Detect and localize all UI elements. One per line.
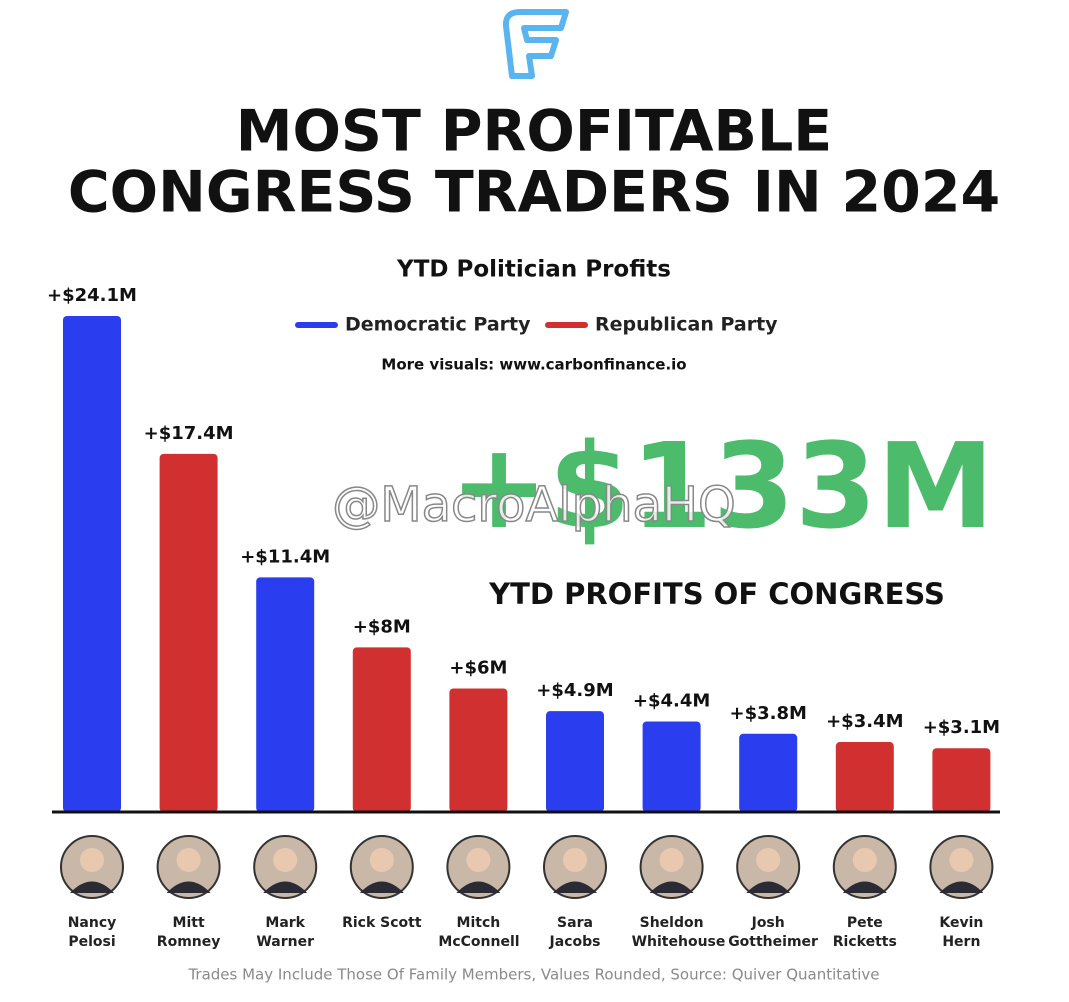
portrait-face: [852, 848, 877, 872]
x-tick-label: Nancy Pelosi: [67, 915, 117, 950]
bar: [352, 647, 411, 812]
portrait-suit: [166, 881, 211, 893]
legend-label: Republican Party: [595, 314, 778, 336]
subtitle: YTD Politician Profits: [396, 257, 671, 283]
portrait-face: [659, 848, 684, 872]
portrait-suit: [553, 881, 597, 893]
footnote: Trades May Include Those Of Family Membe…: [187, 966, 879, 984]
bar: [932, 748, 991, 812]
bar: [835, 742, 894, 812]
value-label: +$17.4M: [144, 423, 234, 444]
value-label: +$6M: [449, 658, 507, 679]
bar: [63, 316, 121, 812]
value-label: +$4.9M: [536, 680, 613, 701]
portrait-suit: [70, 881, 114, 893]
value-label: +$8M: [353, 616, 411, 637]
legend-label: Democratic Party: [345, 314, 531, 336]
title: MOST PROFITABLE: [236, 99, 833, 165]
portrait-face: [756, 848, 781, 872]
x-tick-label: Rick Scott: [342, 915, 422, 931]
x-tick-label: Kevin Hern: [939, 915, 984, 950]
x-tick-label: Mark Warner: [256, 915, 315, 950]
portrait-suit: [263, 881, 308, 893]
bar: [256, 577, 315, 812]
x-tick-label: Josh Gottheimer: [728, 915, 818, 950]
x-tick-label: Mitt Romney: [156, 915, 221, 950]
bar: [642, 721, 701, 812]
portrait-face: [563, 848, 587, 872]
title: CONGRESS TRADERS IN 2024: [68, 160, 1000, 226]
value-label: +$3.1M: [923, 717, 1000, 738]
portrait-suit: [746, 881, 791, 893]
portrait-suit: [456, 881, 501, 893]
bar: [739, 733, 798, 812]
value-label: +$4.4M: [633, 690, 710, 711]
portrait-face: [176, 848, 201, 872]
portrait-face: [949, 848, 974, 872]
total-caption: YTD PROFITS OF CONGRESS: [488, 577, 945, 611]
portrait-suit: [649, 881, 694, 893]
portrait-face: [273, 848, 298, 872]
portrait-suit: [842, 881, 887, 893]
bar: [159, 453, 218, 812]
x-tick-label: Mitch McConnell: [438, 915, 520, 950]
bar: [546, 711, 604, 812]
bar: [449, 688, 508, 812]
value-label: +$3.8M: [729, 703, 806, 724]
portrait-suit: [939, 881, 984, 893]
portrait-face: [369, 848, 394, 872]
portrait-suit: [359, 881, 404, 893]
portrait-face: [80, 848, 104, 872]
value-label: +$11.4M: [240, 546, 330, 567]
value-label: +$24.1M: [47, 285, 137, 306]
watermark: @MacroAlphaHQ: [332, 477, 736, 533]
x-tick-label: Pete Ricketts: [832, 915, 897, 950]
portrait-face: [466, 848, 491, 872]
total-annotation: +$133M: [450, 417, 995, 555]
x-tick-label: Sara Jacobs: [549, 915, 601, 950]
x-tick-label: Sheldon Whitehouse: [631, 915, 726, 950]
value-label: +$3.4M: [826, 711, 903, 732]
logo: [502, 9, 569, 79]
note: More visuals: www.carbonfinance.io: [381, 356, 686, 374]
